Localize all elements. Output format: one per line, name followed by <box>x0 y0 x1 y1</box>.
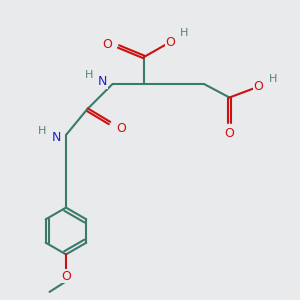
Text: O: O <box>225 127 234 140</box>
Text: H: H <box>38 125 46 136</box>
Text: O: O <box>117 122 126 135</box>
Text: N: N <box>52 131 61 144</box>
Text: H: H <box>85 70 94 80</box>
Text: O: O <box>61 270 71 283</box>
Text: O: O <box>165 35 175 49</box>
Text: O: O <box>254 80 263 94</box>
Text: O: O <box>103 38 112 51</box>
Text: H: H <box>269 74 277 85</box>
Text: H: H <box>180 28 189 38</box>
Text: N: N <box>98 75 107 88</box>
